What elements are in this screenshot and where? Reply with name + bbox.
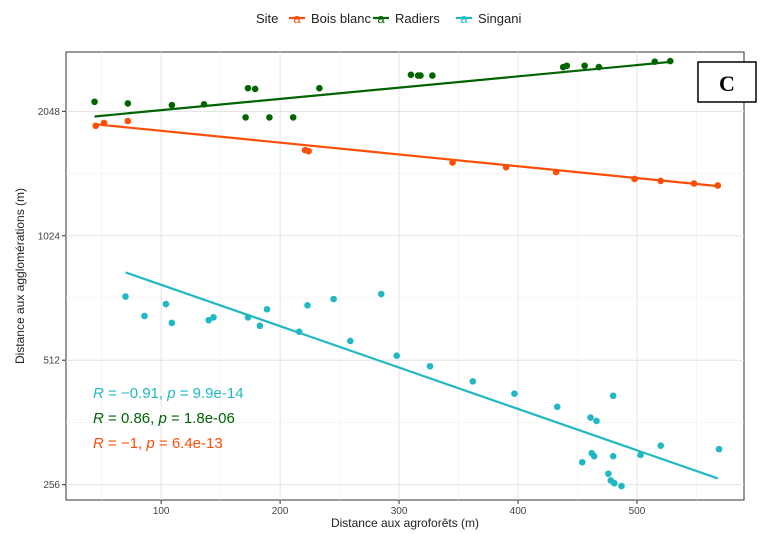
data-point-bois-blanc: [124, 117, 132, 125]
data-point-singani: [330, 295, 337, 303]
data-point-singani: [346, 337, 354, 345]
y-axis-title: Distance aux agglomérations (m): [13, 188, 27, 364]
data-point-singani: [304, 302, 311, 309]
data-point-radiers: [289, 114, 297, 121]
data-point-bois-blanc: [552, 168, 560, 176]
data-point-radiers: [429, 72, 436, 79]
data-point-radiers: [666, 57, 674, 65]
data-point-radiers: [242, 114, 249, 121]
data-point-singani: [611, 479, 618, 487]
grid: [66, 52, 744, 500]
data-point-bois-blanc: [714, 182, 722, 189]
trend-line-radiers: [94, 60, 673, 118]
legend-item-singani: a Singani: [456, 11, 521, 26]
legend-swatch-glyph: a: [293, 11, 301, 26]
data-point-singani: [609, 392, 617, 400]
data-point-radiers: [244, 84, 252, 92]
data-point-singani: [657, 442, 665, 450]
data-point-singani: [168, 319, 176, 327]
y-tick-label: 512: [43, 356, 60, 367]
data-point-bois-blanc: [449, 159, 456, 166]
data-point-singani: [618, 482, 625, 490]
data-point-singani: [511, 390, 518, 397]
data-point-singani: [553, 403, 561, 411]
legend-title: Site: [256, 11, 278, 26]
stat-radiers: R = 0.86, p = 1.8e-06: [93, 410, 235, 427]
trend-lines: [94, 60, 719, 480]
x-axis-title: Distance aux agroforêts (m): [331, 516, 479, 530]
legend-entries: a Bois blanc a Radiers a Singani: [289, 11, 521, 26]
data-point-singani: [590, 452, 598, 460]
data-point-singani: [122, 293, 129, 300]
x-tick-label: 500: [629, 506, 646, 517]
data-point-radiers: [417, 72, 424, 79]
data-point-bois-blanc: [502, 163, 510, 171]
data-point-radiers: [168, 101, 176, 109]
data-point-singani: [377, 290, 385, 298]
data-point-singani: [609, 452, 617, 460]
legend-label: Radiers: [395, 11, 440, 26]
x-tick-label: 300: [391, 506, 408, 517]
data-point-bois-blanc: [690, 180, 698, 187]
data-point-radiers: [266, 114, 273, 121]
data-point-singani: [578, 458, 586, 466]
data-point-singani: [244, 314, 252, 321]
data-point-singani: [162, 300, 170, 308]
data-point-singani: [256, 322, 264, 330]
plot-area: [65, 51, 745, 501]
data-point-bois-blanc: [631, 175, 638, 183]
legend-label: Bois blanc: [311, 11, 371, 26]
data-point-singani: [593, 417, 600, 425]
legend: Site a Bois blanc a Radiers a Singani: [256, 11, 521, 26]
legend-label: Singani: [478, 11, 521, 26]
x-tick-label: 400: [510, 506, 527, 517]
stat-singani: R = −0.91, p = 9.9e-14: [93, 385, 244, 402]
data-point-radiers: [651, 58, 659, 66]
panel-label-box: C: [697, 61, 757, 103]
panel-label: C: [719, 71, 735, 96]
data-point-singani: [469, 378, 477, 385]
data-point-radiers: [200, 100, 208, 108]
legend-item-radiers: a Radiers: [373, 11, 440, 26]
y-tick-label: 2048: [38, 107, 61, 118]
y-tick-label: 1024: [38, 231, 61, 242]
y-tick-label: 256: [43, 480, 60, 491]
correlation-annotations: R = −0.91, p = 9.9e-14 R = 0.86, p = 1.8e…: [93, 385, 244, 452]
data-point-singani: [141, 312, 148, 320]
data-point-radiers: [563, 62, 571, 70]
x-tick-label: 200: [272, 506, 289, 517]
trend-line-bois-blanc: [95, 123, 718, 188]
data-point-singani: [605, 470, 612, 478]
data-point-radiers: [124, 100, 132, 107]
data-point-bois-blanc: [100, 119, 108, 127]
data-point-singani: [263, 305, 271, 313]
data-point-radiers: [595, 63, 603, 71]
data-point-radiers: [91, 98, 98, 106]
x-axis-ticks: 100 200 300 400 500: [153, 500, 646, 517]
legend-swatch-glyph: a: [377, 11, 385, 26]
data-points: [91, 57, 723, 490]
data-point-bois-blanc: [657, 177, 665, 185]
y-axis-ticks: 256 512 1024 2048: [38, 107, 66, 491]
data-point-singani: [295, 328, 303, 336]
data-point-singani: [587, 414, 594, 421]
data-point-radiers: [251, 85, 259, 93]
trend-line-singani: [125, 271, 719, 480]
x-tick-label: 100: [153, 506, 170, 517]
data-point-singani: [637, 451, 644, 459]
data-point-bois-blanc: [92, 122, 100, 130]
stat-bois-blanc: R = −1, p = 6.4e-13: [93, 435, 223, 452]
data-point-radiers: [581, 62, 588, 70]
data-point-singani: [205, 316, 213, 324]
data-point-bois-blanc: [305, 147, 312, 155]
data-point-singani: [210, 314, 217, 321]
legend-swatch-glyph: a: [460, 11, 468, 26]
data-point-radiers: [407, 71, 415, 79]
data-point-singani: [715, 445, 723, 453]
legend-item-bois-blanc: a Bois blanc: [289, 11, 371, 26]
data-point-singani: [426, 362, 434, 370]
data-point-radiers: [316, 84, 323, 92]
data-point-singani: [393, 352, 400, 359]
